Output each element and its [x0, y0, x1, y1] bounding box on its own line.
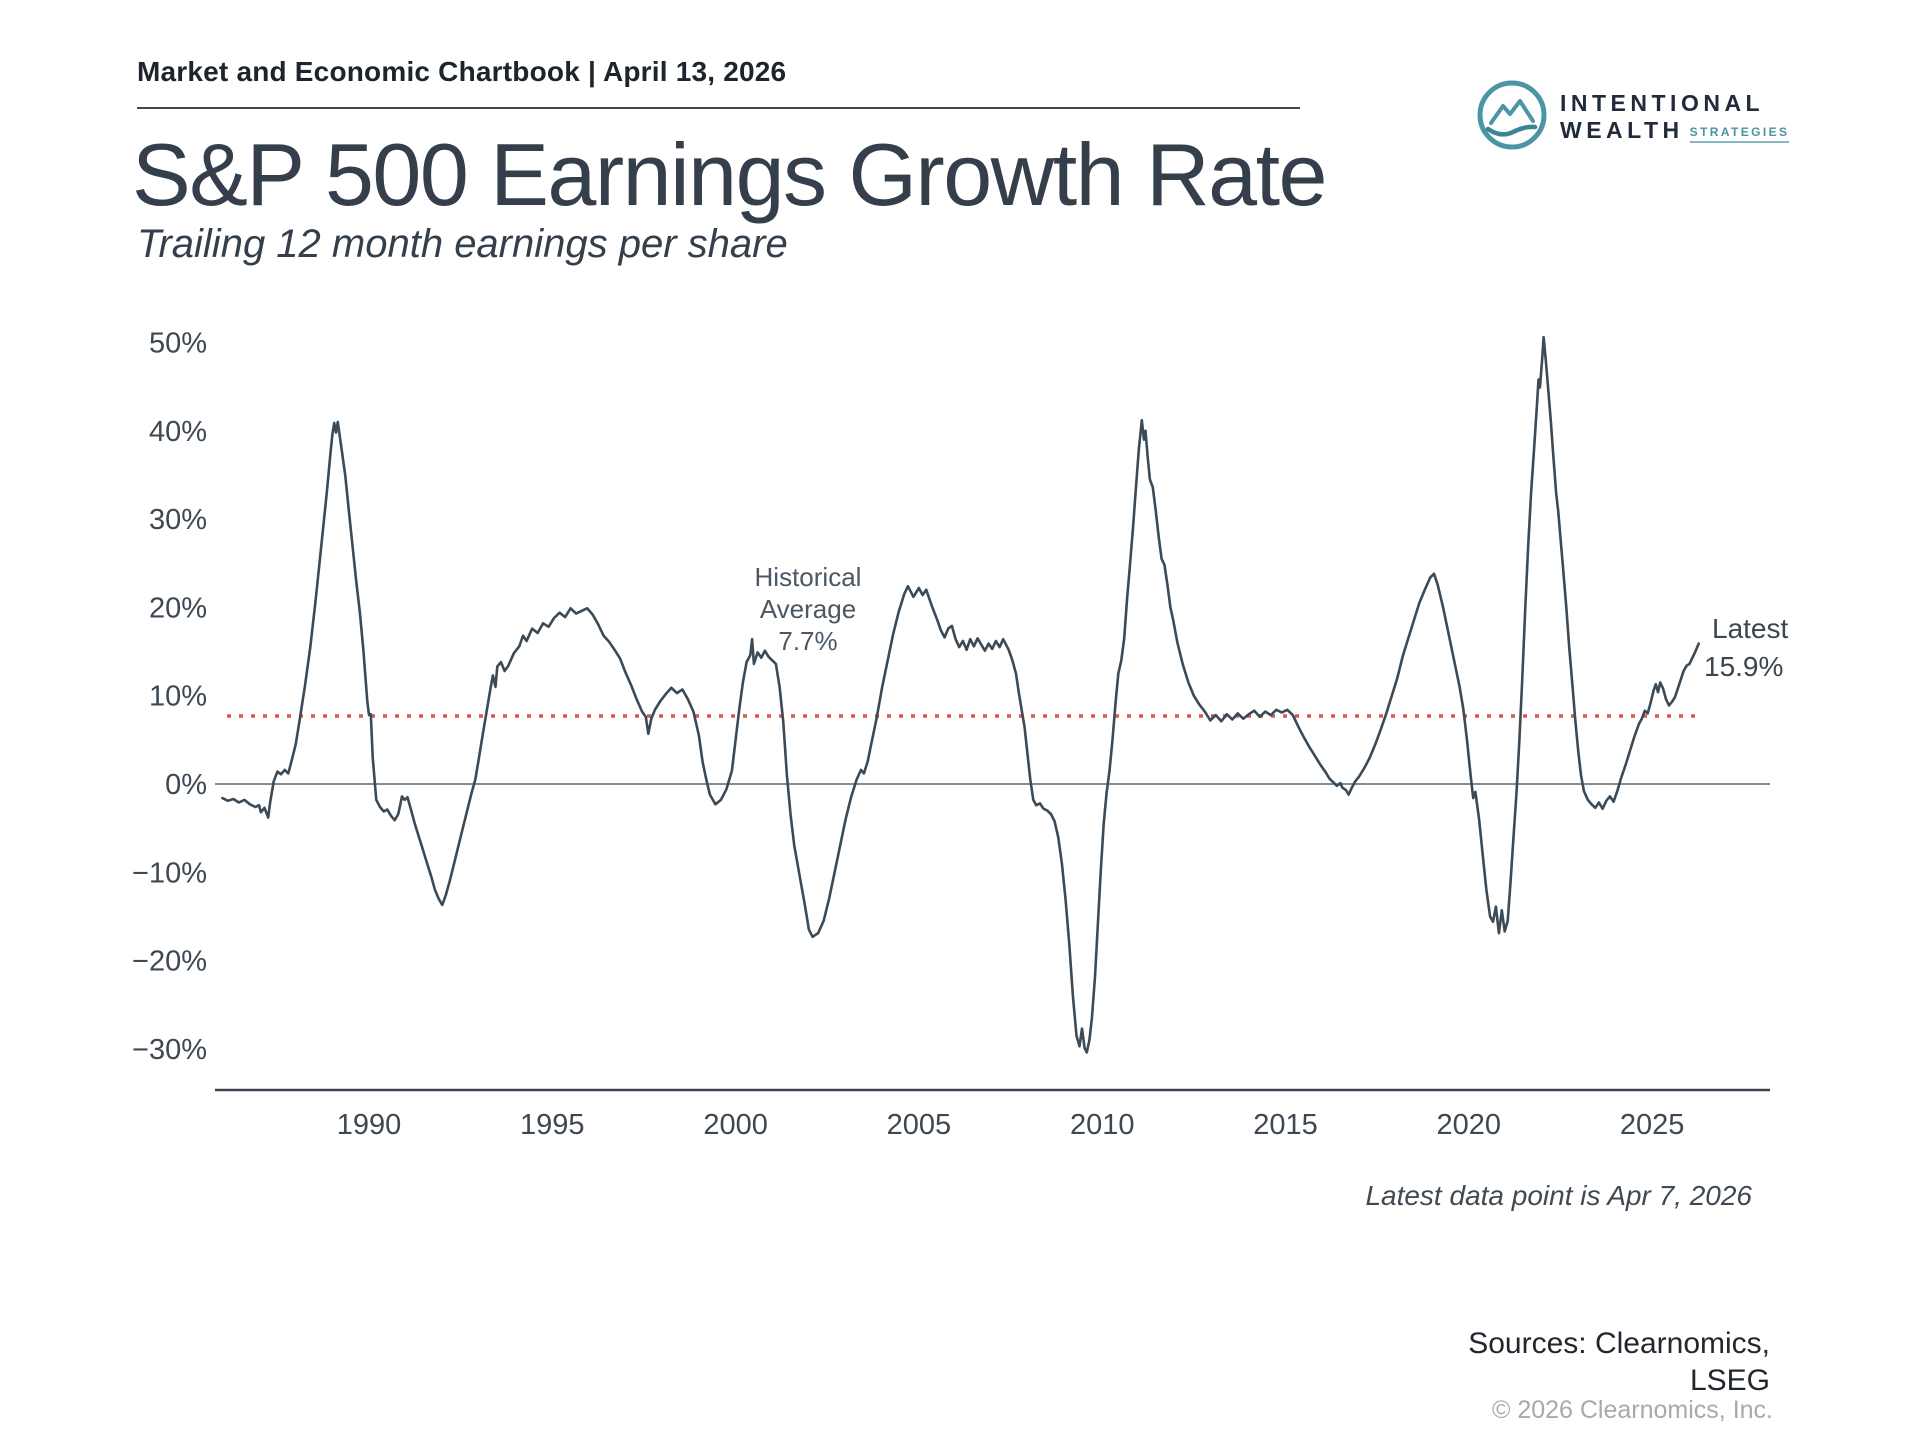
historical-average-annotation-line1: Historical [755, 562, 862, 592]
y-tick-label: 20% [149, 592, 207, 624]
chartbook-header: Market and Economic Chartbook | April 13… [137, 56, 787, 87]
sources-line-1: Sources: Clearnomics, [1468, 1327, 1770, 1360]
y-tick-label: −10% [132, 857, 207, 889]
page-subtitle: Trailing 12 month earnings per share [137, 222, 788, 266]
x-tick-label: 2005 [887, 1109, 952, 1141]
x-tick-label: 2020 [1437, 1109, 1502, 1141]
copyright-text: © 2026 Clearnomics, Inc. [1491, 1396, 1773, 1424]
sources-line-2: LSEG [1689, 1363, 1770, 1397]
historical-average-annotation-line2: Average [760, 594, 856, 624]
company-logo: INTENTIONAL WEALTH STRATEGIES [1475, 78, 1790, 157]
latest-data-note: Latest data point is Apr 7, 2026 [1365, 1180, 1752, 1211]
x-tick-label: 2000 [703, 1109, 768, 1141]
logo-word-wealth: WEALTH [1560, 117, 1684, 143]
y-tick-label: 10% [149, 681, 207, 713]
x-tick-label: 1990 [337, 1109, 402, 1141]
y-tick-label: −30% [132, 1034, 207, 1066]
eps-growth-series-line [221, 335, 1700, 1054]
x-tick-label: 2015 [1253, 1109, 1318, 1141]
logo-wordmark: INTENTIONAL WEALTH STRATEGIES [1560, 78, 1790, 143]
sources-text: Sources: Clearnomics, LSEG [1468, 1326, 1770, 1399]
y-tick-label: 30% [149, 504, 207, 536]
y-tick-label: 0% [165, 769, 207, 801]
logo-word-intentional: INTENTIONAL [1560, 90, 1765, 116]
logo-word-strategies: STRATEGIES [1689, 126, 1790, 143]
mountain-circle-logo-icon [1475, 78, 1549, 157]
x-tick-label: 1995 [520, 1109, 585, 1141]
y-tick-label: −20% [132, 946, 207, 978]
historical-average-annotation-value: 7.7% [778, 626, 837, 656]
y-tick-label: 50% [149, 328, 207, 360]
x-tick-label: 2010 [1070, 1109, 1135, 1141]
y-tick-label: 40% [149, 416, 207, 448]
latest-label: Latest [1712, 613, 1788, 644]
latest-value-label: 15.9% [1704, 651, 1783, 682]
x-tick-label: 2025 [1620, 1109, 1685, 1141]
header-divider [137, 107, 1300, 109]
page-title: S&P 500 Earnings Growth Rate [132, 125, 1327, 224]
